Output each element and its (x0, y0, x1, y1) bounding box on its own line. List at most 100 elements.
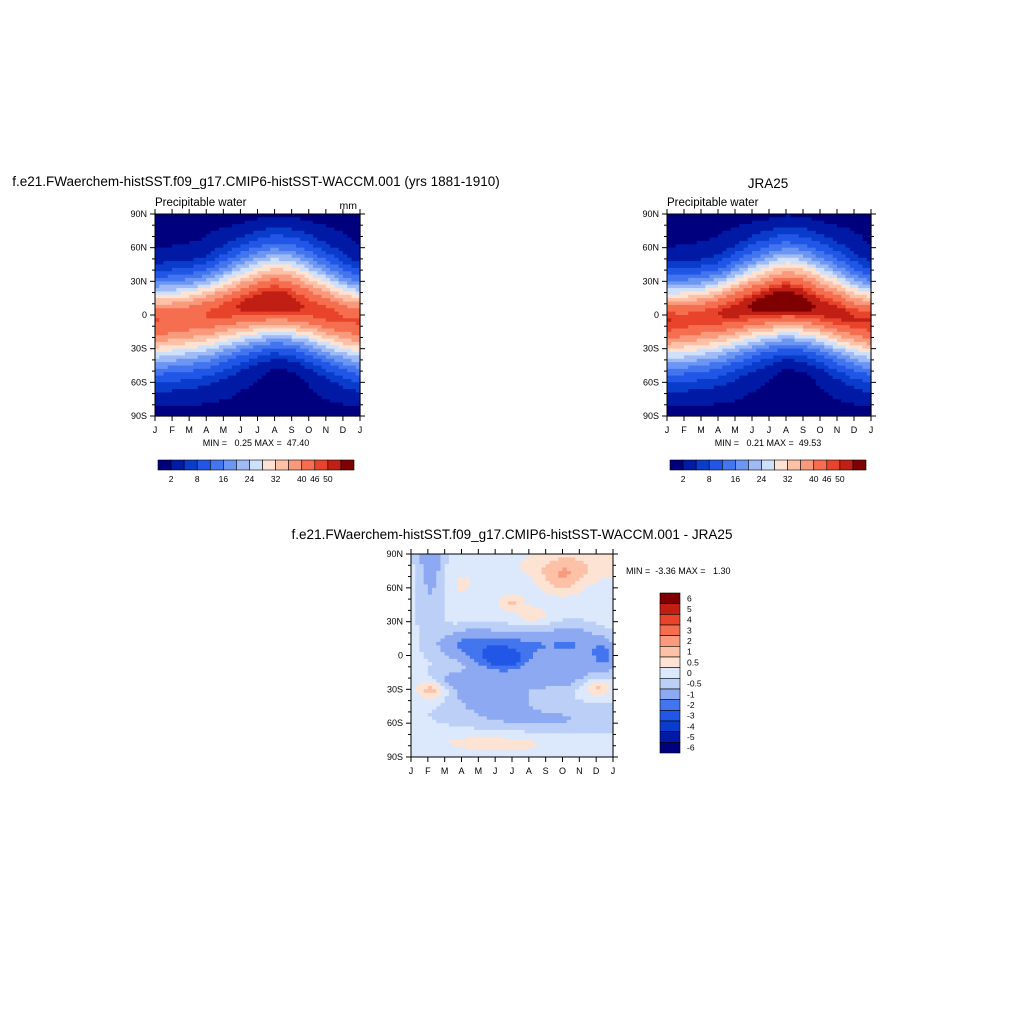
field-cell (773, 244, 779, 249)
field-cell (841, 288, 847, 293)
field-cell (696, 281, 702, 286)
field-cell (176, 304, 182, 309)
field-cell (266, 230, 271, 235)
field-cell (300, 405, 306, 410)
field-cell (747, 247, 753, 252)
field-cell (722, 341, 728, 346)
field-cell (248, 382, 254, 387)
field-cell (777, 335, 783, 340)
field-cell (193, 321, 199, 326)
field-cell (231, 291, 237, 296)
field-cell (300, 358, 306, 363)
field-cell (786, 328, 791, 333)
field-cell (739, 251, 745, 255)
field-cell (210, 409, 216, 414)
field-cell (794, 227, 800, 232)
field-cell (739, 341, 745, 346)
field-cell (334, 251, 340, 255)
field-cell (338, 237, 344, 242)
field-cell (845, 288, 851, 293)
field-cell (300, 217, 306, 222)
field-cell (283, 301, 288, 306)
field-cell (163, 341, 169, 346)
field-cell (321, 358, 327, 363)
field-cell (773, 298, 779, 303)
field-cell (317, 352, 323, 356)
colorbar-label: 16 (219, 474, 229, 484)
field-cell (253, 298, 259, 303)
field-cell (197, 315, 203, 319)
field-cell (321, 271, 327, 276)
field-cell (338, 365, 344, 370)
field-cell (811, 220, 817, 225)
field-cell (347, 227, 353, 232)
field-cell (713, 298, 719, 303)
field-cell (705, 304, 711, 309)
field-cell (675, 315, 681, 319)
field-cell (193, 308, 199, 313)
field-cell (730, 321, 736, 326)
field-cell (752, 244, 757, 249)
field-cell (739, 274, 745, 279)
field-cell (253, 372, 259, 377)
field-cell (739, 277, 745, 282)
field-cell (231, 389, 237, 394)
field-cell (764, 214, 770, 218)
field-cell (231, 234, 237, 239)
field-cell (828, 311, 834, 316)
field-cell (210, 389, 216, 394)
field-cell (219, 304, 224, 309)
field-cell (210, 338, 216, 343)
field-cell (824, 345, 830, 350)
field-cell (820, 345, 825, 350)
field-cell (722, 291, 728, 296)
field-cell (295, 288, 301, 293)
field-cell (837, 328, 842, 333)
field-cell (283, 328, 288, 333)
field-cell (210, 288, 216, 293)
field-cell (705, 284, 711, 289)
field-cell (270, 230, 276, 235)
field-cell (206, 257, 212, 262)
field-cell (735, 271, 740, 276)
field-cell (342, 382, 348, 387)
field-cell (718, 304, 723, 309)
field-cell (684, 298, 689, 303)
field-cell (176, 348, 182, 353)
colorbar-label: 32 (271, 474, 281, 484)
field-cell (743, 288, 749, 293)
field-cell (773, 237, 779, 242)
field-cell (159, 284, 165, 289)
field-cell (278, 244, 284, 249)
field-cell (342, 257, 348, 262)
field-cell (824, 331, 830, 336)
field-cell (862, 345, 868, 350)
field-cell (206, 311, 212, 316)
field-cell (828, 315, 834, 319)
field-cell (257, 402, 263, 407)
field-cell (351, 368, 357, 373)
field-cell (688, 352, 694, 356)
field-cell (313, 399, 318, 404)
field-cell (206, 348, 212, 353)
field-cell (722, 257, 728, 262)
field-cell (781, 237, 787, 242)
field-cell (334, 385, 340, 390)
field-cell (858, 298, 864, 303)
field-cell (679, 254, 685, 259)
field-cell (845, 348, 851, 353)
field-cell (244, 325, 250, 330)
field-cell (287, 214, 293, 218)
field-cell (667, 294, 672, 299)
field-cell (701, 240, 706, 245)
field-cell (837, 277, 842, 282)
field-cell (769, 247, 774, 252)
field-cell (304, 311, 310, 316)
field-cell (709, 240, 715, 245)
field-cell (692, 237, 698, 242)
field-cell (295, 274, 301, 279)
field-cell (713, 244, 719, 249)
field-cell (189, 281, 195, 286)
field-cell (845, 281, 851, 286)
field-cell (176, 341, 182, 346)
